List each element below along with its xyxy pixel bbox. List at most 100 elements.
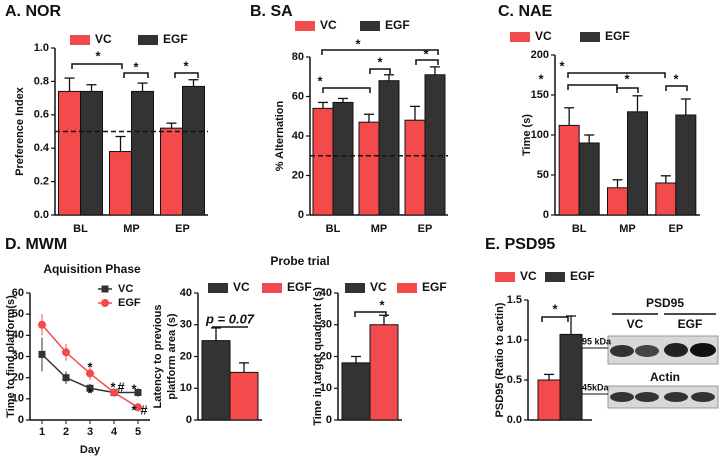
y-tick-label: 100 — [531, 129, 549, 141]
panel-label: C. NAE — [498, 3, 553, 20]
legend-label: EGF — [605, 29, 630, 43]
annotation: * — [317, 73, 323, 88]
legend-swatch — [208, 283, 228, 293]
chart-title: Probe trial — [270, 254, 329, 268]
panel-label: A. NOR — [5, 3, 61, 20]
y-axis-label: PSD95 (Ratio to actin) — [494, 302, 506, 417]
x-tick-label: MP — [619, 223, 636, 235]
legend-swatch — [101, 285, 109, 293]
bar — [131, 90, 154, 216]
annotation: * — [131, 402, 137, 417]
blot-title: PSD95 — [646, 296, 684, 310]
y-tick-label: 50 — [12, 308, 24, 320]
bar — [404, 119, 426, 216]
chart-title: Aquisition Phase — [43, 262, 141, 276]
blot-group: VC — [627, 317, 644, 331]
y-axis-label: % Alternation — [274, 100, 286, 171]
y-tick-label: 10 — [12, 393, 24, 405]
legend-label: EGF — [570, 269, 595, 283]
blot-group: EGF — [678, 317, 703, 331]
y-tick-label: 30 — [12, 350, 24, 362]
band — [664, 392, 688, 402]
band — [690, 343, 716, 357]
blot-marker: 45kDa — [582, 382, 610, 392]
y-tick-label: 200 — [531, 49, 549, 61]
annotation: * — [624, 71, 630, 86]
y-axis-label: Latency to previous — [152, 305, 164, 409]
point — [86, 384, 94, 392]
y-tick-label: 40 — [292, 130, 304, 142]
bar — [341, 362, 371, 421]
y-tick-label: 1.5 — [507, 294, 522, 306]
legend-label: EGF — [422, 280, 447, 294]
bar — [58, 90, 81, 216]
bar — [559, 333, 583, 421]
bar — [424, 74, 446, 216]
legend-swatch — [545, 272, 565, 282]
annotation: * — [183, 58, 189, 73]
point — [86, 369, 94, 378]
bar — [655, 182, 677, 216]
y-tick-label: 20 — [12, 372, 24, 384]
legend-label: EGF — [163, 32, 188, 46]
x-tick-label: 2 — [63, 426, 69, 438]
y-tick-label: 20 — [180, 350, 192, 362]
y-tick-label: 20 — [320, 350, 332, 362]
x-tick-label: MP — [123, 223, 140, 235]
y-tick-label: 0.8 — [34, 75, 49, 87]
annotation: * — [131, 381, 137, 396]
y-tick-label: 0.0 — [507, 414, 522, 426]
annotation: * — [110, 379, 116, 394]
bar — [80, 90, 103, 216]
x-tick-label: BL — [572, 223, 587, 235]
band — [635, 345, 659, 357]
legend-label: VC — [118, 283, 133, 295]
significance-bracket — [174, 72, 199, 78]
significance-bracket — [71, 63, 123, 69]
panel-label: E. PSD95 — [485, 236, 555, 253]
legend-swatch — [580, 32, 600, 42]
y-tick-label: 0 — [326, 414, 332, 426]
x-tick-label: EP — [668, 223, 683, 235]
significance-bracket — [123, 72, 149, 78]
y-axis-label: Time (s) — [521, 114, 533, 156]
x-tick-label: BL — [73, 223, 88, 235]
blot-control: Actin — [650, 370, 680, 384]
legend-label: VC — [233, 280, 250, 294]
point — [38, 350, 46, 358]
band — [610, 392, 634, 402]
band — [635, 392, 659, 402]
significance-bracket — [541, 316, 569, 322]
point — [38, 320, 46, 329]
y-tick-label: 30 — [320, 319, 332, 331]
point — [62, 348, 70, 357]
point — [134, 403, 142, 412]
y-tick-label: 40 — [320, 287, 332, 299]
legend-swatch — [262, 283, 282, 293]
significance-bracket — [321, 49, 439, 55]
bar — [229, 371, 259, 421]
legend-label: EGF — [385, 18, 410, 32]
panel-label: B. SA — [250, 3, 293, 20]
bar — [578, 142, 600, 216]
point — [62, 374, 70, 382]
legend-swatch — [495, 272, 515, 282]
significance-bracket — [665, 85, 688, 91]
x-tick-label: BL — [326, 223, 341, 235]
bar — [558, 124, 580, 216]
bar — [332, 101, 354, 216]
legend-swatch — [101, 299, 109, 307]
annotation: * — [87, 359, 93, 374]
western-blot: PSD95 VC EGF 95 kDa Actin 45kDa — [582, 296, 719, 409]
x-tick-label: 1 — [39, 426, 45, 438]
legend-swatch — [360, 21, 380, 31]
band — [664, 343, 688, 357]
bar — [607, 187, 628, 216]
x-tick-label: 4 — [111, 426, 118, 438]
y-tick-label: 20 — [292, 169, 304, 181]
y-axis-label: Time to find platform(s) — [5, 295, 17, 418]
y-tick-label: 0.0 — [34, 209, 49, 221]
x-tick-label: EP — [175, 223, 190, 235]
annotation: # — [140, 402, 148, 417]
